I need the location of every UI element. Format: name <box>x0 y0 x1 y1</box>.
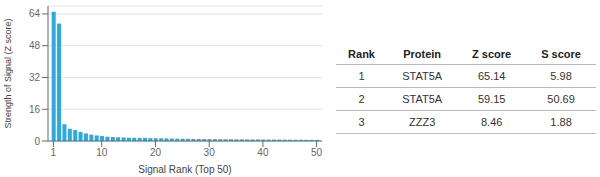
html-text:8.46: 8.46 <box>481 115 503 128</box>
svg-text:10: 10 <box>96 147 108 158</box>
html-text:2: 2 <box>358 92 365 105</box>
svg-text:32: 32 <box>29 72 41 83</box>
svg-text:20: 20 <box>150 147 162 158</box>
html-text:Z score: Z score <box>472 47 512 60</box>
svg-text:1: 1 <box>51 147 57 158</box>
html-text:59.15: 59.15 <box>477 92 506 105</box>
html-text:1.88: 1.88 <box>550 115 572 128</box>
svg-text:0: 0 <box>34 136 40 147</box>
html-text:STAT5A: STAT5A <box>402 92 443 105</box>
html-text:STAT5A: STAT5A <box>402 69 443 82</box>
svg-text:Strength of Signal (Z score): Strength of Signal (Z score) <box>8 18 13 128</box>
html-text:65.14: 65.14 <box>477 69 506 82</box>
svg-text:16: 16 <box>29 104 41 115</box>
svg-text:48: 48 <box>29 40 41 51</box>
html-text:Protein: Protein <box>403 47 442 60</box>
svg-text:Signal Rank (Top 50): Signal Rank (Top 50) <box>138 164 231 175</box>
html-text:ZZZ3: ZZZ3 <box>409 115 436 128</box>
html-text:50.69: 50.69 <box>547 92 575 105</box>
svg-text:64: 64 <box>29 8 41 19</box>
html-text:1: 1 <box>358 69 365 82</box>
svg-text:50: 50 <box>311 147 323 158</box>
html-text:S score: S score <box>541 47 581 60</box>
svg-text:40: 40 <box>257 147 269 158</box>
html-text:Rank: Rank <box>348 47 375 60</box>
svg-text:30: 30 <box>204 147 216 158</box>
html-text:5.98: 5.98 <box>550 69 572 82</box>
html-text:3: 3 <box>358 115 365 128</box>
